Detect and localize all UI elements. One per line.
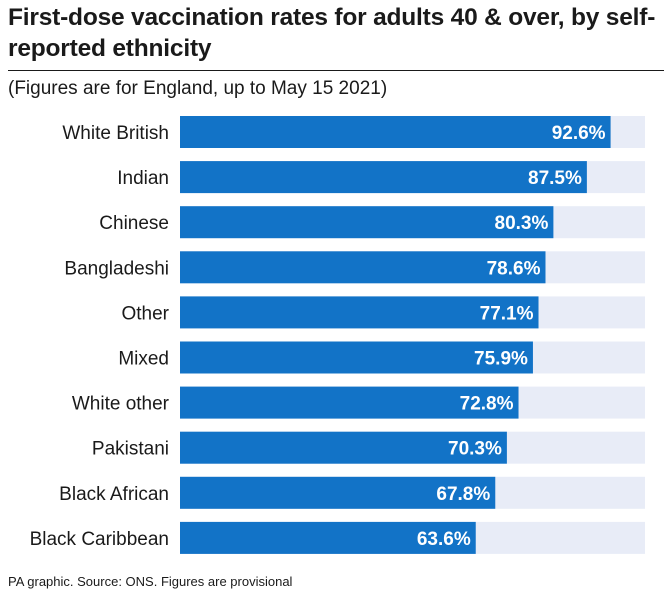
value-label: 80.3% (495, 213, 549, 234)
bar (180, 386, 519, 419)
bar (180, 476, 496, 509)
bar (180, 116, 611, 148)
chart-title: First-dose vaccination rates for adults … (8, 4, 656, 62)
value-label: 75.9% (474, 349, 528, 370)
category-label: Pakistani (92, 439, 169, 460)
category-label: White British (62, 123, 169, 144)
bar (180, 431, 507, 464)
value-label: 70.3% (448, 439, 502, 460)
value-label: 87.5% (528, 168, 582, 189)
value-label: 63.6% (417, 529, 471, 550)
title-divider (8, 70, 664, 71)
category-label: Black African (59, 484, 169, 505)
bar (180, 206, 554, 239)
category-label: Mixed (118, 349, 169, 370)
bar (180, 341, 533, 374)
value-label: 78.6% (487, 258, 541, 279)
bar (180, 521, 476, 554)
category-label: Indian (117, 168, 169, 189)
source-footer: PA graphic. Source: ONS. Figures are pro… (8, 574, 293, 589)
category-label: Chinese (99, 213, 169, 234)
chart-subtitle: (Figures are for England, up to May 15 2… (8, 78, 388, 99)
value-label: 92.6% (552, 123, 606, 144)
category-label: Other (121, 303, 169, 324)
category-label: Bangladeshi (64, 258, 169, 279)
bar (180, 251, 546, 284)
value-label: 77.1% (480, 303, 534, 324)
value-label: 67.8% (436, 484, 490, 505)
bar (180, 161, 587, 194)
bar (180, 296, 539, 329)
category-label: Black Caribbean (30, 529, 169, 550)
category-label: White other (72, 394, 170, 415)
value-label: 72.8% (460, 394, 514, 415)
